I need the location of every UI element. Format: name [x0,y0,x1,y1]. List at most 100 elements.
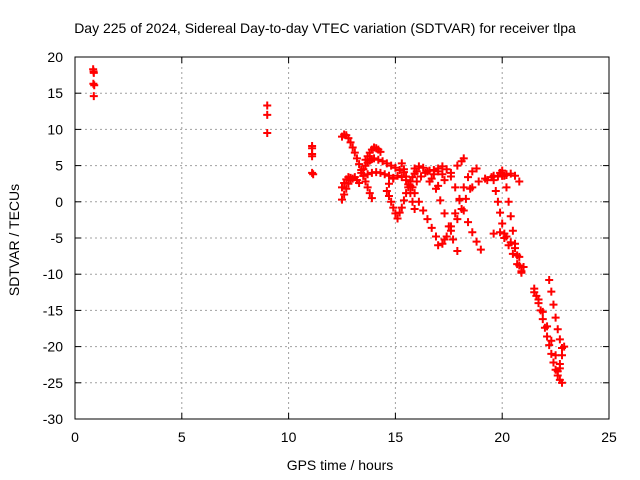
data-point [506,169,515,178]
y-tick-label: 15 [47,85,63,101]
data-point [553,367,562,376]
data-point [530,284,539,293]
data-point [440,176,449,185]
data-point [555,359,564,368]
data-point [517,267,526,276]
data-point [459,183,468,192]
data-point [387,161,396,170]
y-tick-label: -10 [43,266,63,282]
data-point [498,171,507,180]
data-point [365,189,374,198]
data-point [408,183,417,192]
data-point [361,177,370,186]
data-point [417,172,426,181]
grid [75,57,609,419]
data-point [446,168,455,177]
data-point [489,229,498,238]
data-points [89,65,569,387]
data-point [263,129,272,138]
data-point [491,186,500,195]
data-point [461,194,470,203]
data-point [459,154,468,163]
data-point [538,307,547,316]
x-tick-label: 5 [178,429,186,445]
data-point [534,295,543,304]
data-point [378,157,387,166]
data-point [449,235,458,244]
data-point [496,228,505,237]
data-point [545,341,554,350]
data-point [438,170,447,179]
data-point [472,164,481,173]
data-point [446,226,455,235]
data-point [504,197,513,206]
data-point [442,165,451,174]
x-axis-title: GPS time / hours [287,457,394,473]
data-point [493,197,502,206]
data-point [453,161,462,170]
data-point [455,196,464,205]
data-point [464,218,473,227]
data-point [468,228,477,237]
data-point [89,68,98,77]
data-point [451,209,460,218]
data-point [384,192,393,201]
data-point [414,162,423,171]
data-point [399,196,408,205]
data-point [263,110,272,119]
data-point [474,177,483,186]
data-point [472,237,481,246]
data-point [391,163,400,172]
data-point [397,159,406,168]
data-point [348,143,357,152]
data-point [363,170,372,179]
data-point [384,179,393,188]
data-point [423,167,432,176]
data-point [551,313,560,322]
data-point [558,378,567,387]
data-point [408,197,417,206]
data-point [543,332,552,341]
data-point [547,349,556,358]
data-point [382,159,391,168]
y-tick-label: -15 [43,302,63,318]
data-point [376,147,385,156]
data-point [397,203,406,212]
data-point [395,208,404,217]
data-point [434,241,443,250]
x-tick-label: 20 [494,429,510,445]
x-tick-labels: 0 5 10 15 20 25 [71,429,617,445]
data-point [419,206,428,215]
data-point [453,215,462,224]
data-point [429,170,438,179]
data-point [393,214,402,223]
data-point [346,173,355,182]
data-point [342,184,351,193]
data-point [363,183,372,192]
data-point [380,170,389,179]
y-tick-label: 5 [55,158,63,174]
data-point [515,252,524,261]
data-point [367,194,376,203]
data-point [389,174,398,183]
data-point [355,160,364,169]
data-point [476,245,485,254]
data-point [515,177,524,186]
data-point [263,101,272,110]
data-point [427,223,436,232]
data-point [402,189,411,198]
data-point [549,358,558,367]
data-point [504,241,513,250]
data-point [308,152,317,161]
data-point [359,171,368,180]
data-point [508,249,517,258]
data-point [457,205,466,214]
data-point [308,168,317,177]
data-point [547,287,556,296]
data-point [436,196,445,205]
data-point [352,154,361,163]
y-tick-label: -5 [51,230,64,246]
data-point [338,195,346,204]
data-point [555,335,564,344]
